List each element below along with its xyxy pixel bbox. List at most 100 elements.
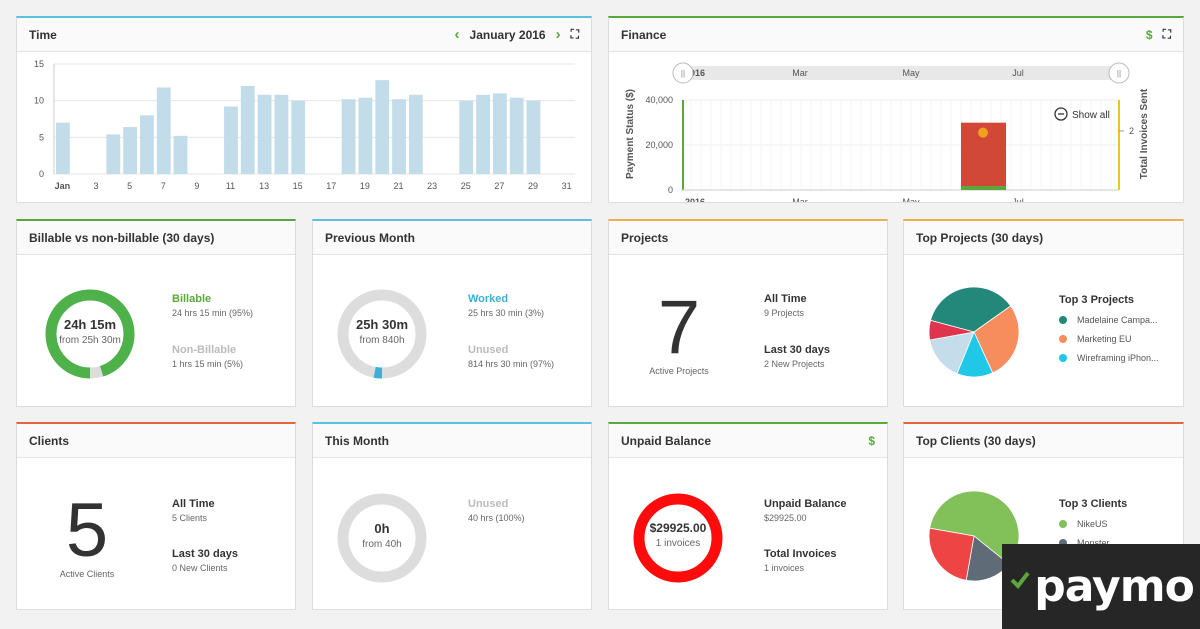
active-clients-count: 5 bbox=[65, 488, 109, 573]
show-all-button[interactable]: Show all bbox=[1054, 107, 1110, 121]
expand-icon[interactable]: ⛶ bbox=[1162, 27, 1171, 41]
bar bbox=[509, 97, 524, 174]
projects-widget: Projects 7 Active Projects All Time 9 Pr… bbox=[608, 219, 888, 407]
x-tick-label: 11 bbox=[226, 181, 235, 191]
this-month-unused-value: 40 hrs (100%) bbox=[468, 513, 525, 523]
previous-month-center-main: 25h 30m bbox=[355, 317, 409, 332]
bar bbox=[173, 135, 188, 174]
unpaid-center-sub: 1 invoices bbox=[655, 538, 701, 549]
currency-icon[interactable]: $ bbox=[1145, 27, 1153, 42]
legend-item: Monster bbox=[1059, 538, 1181, 548]
y2-tick-label: 2 bbox=[1129, 126, 1134, 136]
y-axis-label: Payment Status ($) bbox=[625, 89, 636, 179]
billable-donut bbox=[45, 289, 135, 379]
unpaid-donut bbox=[633, 493, 723, 583]
x-tick-label: 21 bbox=[394, 181, 404, 191]
billable-widget: Billable vs non-billable (30 days) 24h 1… bbox=[16, 219, 296, 407]
legend-label: Madelaine Campa... bbox=[1077, 315, 1158, 325]
worked-value: 25 hrs 30 min (3%) bbox=[468, 308, 545, 318]
legend-label: Monster bbox=[1077, 538, 1110, 548]
range-navigator[interactable] bbox=[683, 66, 1119, 80]
bar bbox=[375, 80, 390, 174]
donut-segment bbox=[337, 289, 427, 379]
x-tick-label: May bbox=[902, 197, 920, 202]
top-projects-title: Top Projects (30 days) bbox=[916, 230, 1044, 245]
unpaid-balance-label: Unpaid Balance bbox=[764, 498, 847, 510]
bar bbox=[274, 94, 289, 174]
paymo-logo: paymo bbox=[1002, 544, 1200, 629]
y-tick-label: 10 bbox=[34, 96, 44, 106]
invoices-point bbox=[978, 127, 988, 138]
donut-segment bbox=[45, 289, 135, 379]
projects-all-time-label: All Time bbox=[764, 293, 807, 305]
expand-icon[interactable]: ⛶ bbox=[570, 27, 579, 41]
paymo-logo-text: paymo bbox=[1034, 561, 1195, 612]
active-clients-label: Active Clients bbox=[59, 569, 115, 579]
clients-last-30-value: 0 New Clients bbox=[172, 563, 228, 573]
previous-month-center-sub: from 840h bbox=[359, 335, 405, 346]
finance-widget-title: Finance bbox=[621, 27, 667, 42]
legend-item: Marketing EU bbox=[1059, 334, 1181, 344]
pie-slice bbox=[928, 319, 975, 341]
legend-item: Wireframing iPhon... bbox=[1059, 353, 1181, 363]
bar bbox=[459, 100, 474, 174]
chevron-right-icon[interactable]: › bbox=[555, 26, 561, 43]
x-tick-label: 17 bbox=[326, 181, 336, 191]
non-billable-label: Non-Billable bbox=[172, 344, 237, 356]
navigator-label: Jul bbox=[1012, 68, 1024, 78]
pie-slice bbox=[928, 527, 975, 581]
y2-axis-label: Total Invoices Sent bbox=[1139, 88, 1150, 179]
currency-icon[interactable]: $ bbox=[868, 433, 875, 448]
chevron-left-icon[interactable]: ‹ bbox=[454, 26, 460, 43]
clients-last-30-label: Last 30 days bbox=[172, 548, 239, 560]
non-billable-value: 1 hrs 15 min (5%) bbox=[172, 359, 244, 369]
finance-chart: 2016 Mar May Jul || || 0 20,000 40,000 2016 Mar… bbox=[625, 62, 1150, 202]
show-all-label[interactable]: Show all bbox=[1072, 110, 1110, 121]
total-invoices-label: Total Invoices bbox=[764, 548, 837, 560]
this-month-center-sub: from 40h bbox=[362, 539, 402, 550]
bar bbox=[56, 122, 70, 174]
top-clients-pie bbox=[928, 490, 1020, 582]
time-bar-chart: 0 5 10 15 Jan 3 5 7 9 11 13 15 17 19 21 23 25 27 29 31 bbox=[34, 59, 575, 191]
donut-track bbox=[337, 493, 427, 583]
legend-dot bbox=[1059, 354, 1067, 362]
this-month-center-main: 0h bbox=[374, 521, 390, 536]
range-handle-right[interactable] bbox=[1108, 62, 1130, 84]
y-tick-label: 0 bbox=[39, 169, 44, 179]
unpaid-center-main: $29925.00 bbox=[649, 521, 707, 535]
unused-value: 814 hrs 30 min (97%) bbox=[468, 359, 555, 369]
top-projects-pie bbox=[928, 286, 1020, 378]
active-projects-count: 7 bbox=[657, 285, 701, 370]
x-tick-label: 27 bbox=[494, 181, 504, 191]
range-handle-left[interactable] bbox=[672, 62, 694, 84]
bar bbox=[408, 94, 423, 174]
range-handle-left-grip: || bbox=[681, 69, 685, 78]
x-tick-label: 2016 bbox=[685, 197, 705, 202]
y-tick-label: 20,000 bbox=[645, 140, 673, 150]
bar bbox=[476, 94, 490, 174]
billable-value: 24 hrs 15 min (95%) bbox=[172, 308, 254, 318]
clients-all-time-value: 5 Clients bbox=[172, 513, 208, 523]
time-widget: Time ‹ January 2016 › ⛶ 0 5 10 15 Jan 3 5 7 9 11 1… bbox=[16, 16, 592, 203]
legend-dot bbox=[1059, 316, 1067, 324]
bar bbox=[257, 94, 272, 174]
checkmark-icon bbox=[1010, 571, 1030, 589]
unpaid-ring bbox=[633, 493, 723, 583]
x-tick-label: 19 bbox=[360, 181, 370, 191]
top-clients-title: Top Clients (30 days) bbox=[916, 433, 1036, 448]
pie-slice bbox=[929, 331, 975, 375]
pie-slice bbox=[930, 286, 1012, 333]
finance-widget: Finance $ ⛶ 2016 Mar May Jul || || 0 20,000 4… bbox=[608, 16, 1184, 203]
zoom-out-icon[interactable] bbox=[1054, 107, 1068, 121]
time-widget-title: Time bbox=[29, 27, 57, 42]
x-tick-label: 3 bbox=[94, 181, 99, 191]
bar bbox=[341, 99, 356, 174]
x-tick-label: 25 bbox=[461, 181, 471, 191]
previous-month-donut bbox=[337, 289, 427, 379]
top-projects-widget: Top Projects (30 days) Top 3 Projects Ma… bbox=[903, 219, 1184, 407]
x-tick-label: 31 bbox=[562, 181, 572, 191]
bar bbox=[224, 106, 238, 174]
unpaid-balance-widget: Unpaid Balance $ $29925.00 1 invoices Un… bbox=[608, 422, 888, 610]
paid-bar bbox=[961, 186, 1006, 190]
unused-label: Unused bbox=[468, 344, 509, 356]
